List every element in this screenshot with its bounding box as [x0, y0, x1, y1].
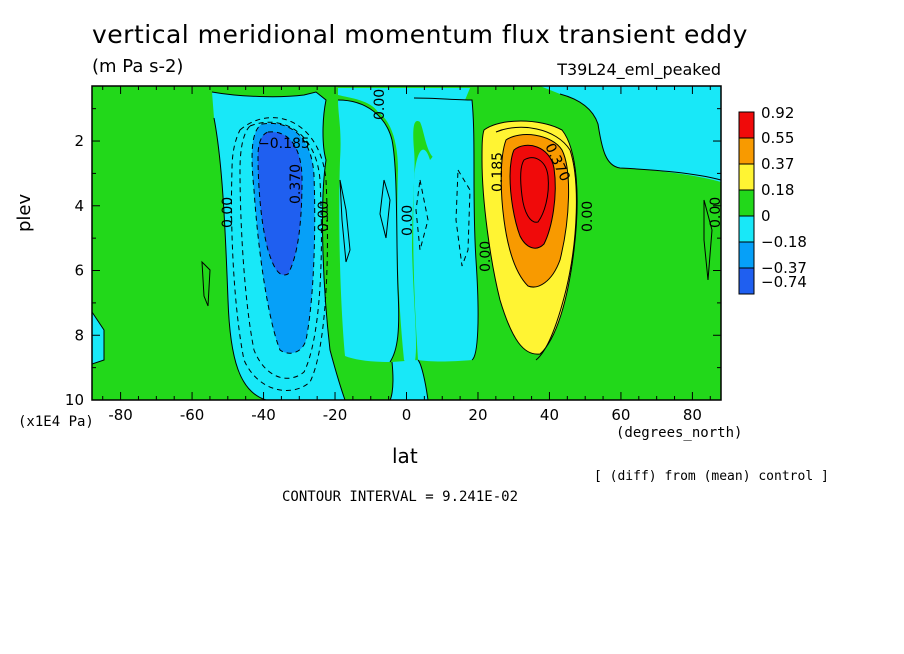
x-axis-units: (degrees_north)	[616, 425, 743, 441]
contour-lines	[92, 91, 721, 400]
x-tick-label: -60	[180, 406, 205, 424]
legend-level-label: 0.55	[761, 129, 794, 147]
y-tick-label: 8	[74, 326, 84, 344]
x-tick-label: 40	[540, 406, 559, 424]
contour-label: 0.00	[220, 197, 236, 228]
contour-label: −0.185	[258, 136, 310, 152]
x-tick-label: 20	[468, 406, 487, 424]
x-tick-label: -80	[108, 406, 133, 424]
legend-level-label: −0.37	[761, 259, 807, 277]
chart-title: vertical meridional momentum flux transi…	[92, 20, 748, 49]
legend-level-label: 0.18	[761, 181, 794, 199]
axis-ticks: -80 -60 -40 -20 0 20 40 60 80 2 4 6 8 10	[65, 86, 721, 424]
legend-level-label: −0.74	[761, 273, 807, 291]
x-axis-label: lat	[392, 444, 418, 468]
legend-color-box	[738, 267, 755, 295]
x-tick-label: -20	[323, 406, 348, 424]
legend-level-label: 0.92	[761, 104, 794, 122]
x-tick-label: -40	[251, 406, 276, 424]
contour-label: 0.00	[478, 241, 494, 272]
contour-label: 0.00	[708, 197, 724, 228]
region-cyan-equator	[338, 88, 470, 372]
contour-label: 0.00	[372, 89, 388, 120]
region-cyan-tropics-north	[413, 98, 479, 362]
region-cyan-northeast	[560, 86, 721, 182]
y-tick-label: 6	[74, 262, 84, 280]
legend-color-box	[738, 241, 755, 269]
legend-level-label: 0.37	[761, 155, 794, 173]
contour-label: 0.370	[288, 164, 304, 204]
legend-level-label: 0	[761, 207, 771, 225]
region-cyan-tropics-south	[338, 100, 399, 362]
x-tick-label: 80	[683, 406, 702, 424]
legend-color-box	[738, 163, 755, 191]
x-tick-label: 60	[611, 406, 630, 424]
region-cyan-west-edge	[92, 312, 104, 364]
diff-note: [ (diff) from (mean) control ]	[594, 469, 829, 484]
color-legend: 0.92 0.55 0.37 0.18 0 −0.18 −0.37−0.74	[738, 104, 807, 295]
region-cyan-lower-equator	[390, 360, 428, 400]
chart-units: (m Pa s-2)	[92, 56, 184, 77]
legend-color-box	[738, 215, 755, 243]
contour-label: 0.00	[316, 201, 332, 232]
y-tick-label: 2	[74, 132, 84, 150]
legend-level-label: −0.18	[761, 233, 807, 251]
y-axis-units: (x1E4 Pa)	[18, 414, 94, 430]
legend-color-box	[738, 137, 755, 165]
run-label: T39L24_eml_peaked	[557, 60, 721, 79]
negative-contour-lines	[231, 117, 471, 391]
y-tick-label: 10	[65, 391, 84, 409]
contour-label: 0.185	[490, 152, 506, 192]
legend-color-box	[738, 111, 755, 139]
contour-fill-layer	[92, 86, 721, 400]
x-tick-label: 0	[402, 406, 412, 424]
y-axis-label: plev	[14, 193, 35, 232]
y-tick-label: 4	[74, 197, 84, 215]
legend-color-box	[738, 189, 755, 217]
contour-label: 0.00	[400, 205, 416, 236]
region-blue-dark	[258, 131, 302, 275]
contour-interval: CONTOUR INTERVAL = 9.241E-02	[282, 489, 519, 505]
contour-label: 0.00	[580, 201, 596, 232]
